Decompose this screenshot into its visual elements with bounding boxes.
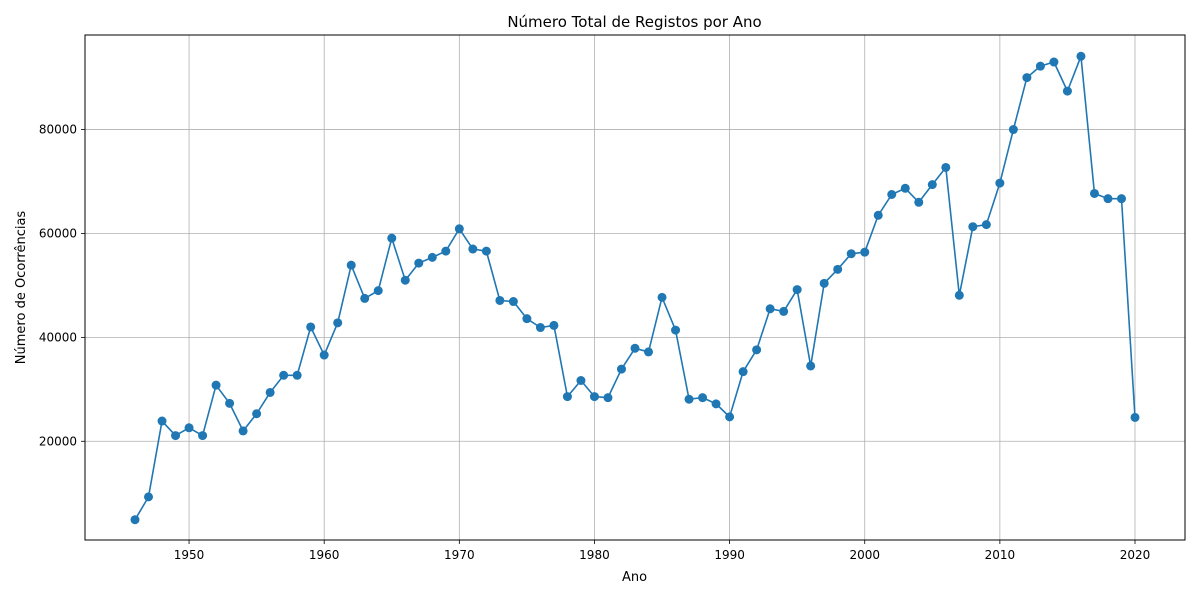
data-point — [130, 515, 140, 525]
data-point — [157, 416, 167, 426]
data-point — [927, 180, 937, 190]
data-point — [752, 345, 762, 355]
data-point — [468, 244, 478, 254]
x-tick-label: 1950 — [174, 548, 205, 562]
data-point — [1049, 57, 1059, 67]
data-point — [171, 431, 181, 441]
y-axis-title: Número de Ocorrências — [14, 211, 29, 365]
chart-title: Número Total de Registos por Ano — [507, 13, 761, 31]
data-point — [914, 197, 924, 207]
data-point — [968, 222, 978, 232]
data-point — [306, 322, 316, 332]
data-point — [333, 318, 343, 328]
data-point — [846, 249, 856, 259]
data-point — [184, 423, 194, 433]
data-point — [900, 183, 910, 193]
x-tick-label: 1960 — [309, 548, 340, 562]
data-point — [346, 260, 356, 270]
data-point — [576, 376, 586, 385]
data-point — [589, 392, 599, 402]
data-point — [1130, 412, 1140, 422]
data-point — [616, 364, 626, 374]
data-point — [441, 246, 451, 256]
x-tick-label: 2000 — [849, 548, 880, 562]
data-point — [833, 264, 843, 274]
data-point — [400, 275, 410, 285]
data-point — [522, 314, 532, 324]
data-point — [265, 387, 275, 397]
x-tick-label: 2010 — [985, 548, 1016, 562]
data-point — [603, 393, 613, 403]
data-point — [225, 398, 235, 408]
data-point — [387, 233, 397, 243]
data-point — [779, 306, 789, 316]
data-point — [630, 343, 640, 353]
x-tick-label: 1990 — [714, 548, 745, 562]
y-tick-label: 40000 — [39, 330, 77, 344]
data-point — [1022, 73, 1032, 83]
data-point — [360, 293, 370, 303]
data-point — [144, 492, 154, 502]
data-point — [941, 162, 951, 172]
x-tick-label: 1980 — [579, 548, 610, 562]
y-tick-label: 80000 — [39, 123, 77, 137]
data-point — [508, 297, 518, 307]
data-point — [698, 393, 708, 403]
data-point — [373, 286, 383, 296]
data-point — [644, 347, 654, 357]
data-point — [860, 247, 870, 257]
data-point — [1089, 188, 1099, 198]
series-layer — [130, 51, 1140, 525]
data-point — [1035, 61, 1045, 71]
data-point — [252, 409, 262, 419]
data-point — [995, 178, 1005, 188]
data-point — [671, 325, 681, 335]
data-point — [198, 431, 208, 441]
data-point — [738, 367, 748, 377]
gridlines — [85, 35, 1185, 540]
y-tick-label: 60000 — [39, 226, 77, 240]
data-point — [806, 361, 816, 371]
data-point — [887, 190, 897, 199]
data-point — [684, 394, 694, 404]
data-point — [1103, 194, 1113, 204]
data-point — [873, 210, 883, 220]
plot-area-frame — [84, 34, 1186, 541]
data-point — [657, 292, 667, 302]
x-tick-label: 1970 — [444, 548, 475, 562]
data-point — [454, 224, 464, 234]
data-point — [549, 320, 559, 330]
x-axis-title: Ano — [622, 570, 647, 585]
data-point — [1062, 86, 1072, 96]
data-point — [1008, 125, 1018, 135]
data-point — [1076, 51, 1086, 61]
data-point — [765, 304, 775, 314]
data-point — [819, 278, 829, 288]
data-point — [792, 285, 802, 295]
data-point — [319, 350, 329, 360]
data-point — [981, 220, 991, 230]
data-point — [238, 426, 248, 436]
y-axis: 20000 40000 60000 80000 — [39, 123, 85, 448]
data-point — [279, 370, 289, 380]
data-point — [954, 290, 964, 300]
data-point — [481, 246, 491, 256]
data-point — [495, 295, 505, 305]
data-point — [292, 370, 302, 380]
data-point — [535, 323, 545, 333]
data-point — [725, 412, 735, 422]
data-point — [711, 399, 721, 409]
x-axis: 1950 1960 1970 1980 1990 2000 2010 2020 — [174, 540, 1150, 562]
data-point — [414, 258, 424, 268]
data-point — [211, 380, 221, 390]
data-point — [427, 252, 437, 262]
y-tick-label: 20000 — [39, 434, 77, 448]
data-point — [1116, 194, 1126, 204]
x-tick-label: 2020 — [1120, 548, 1151, 562]
data-point — [562, 392, 572, 402]
